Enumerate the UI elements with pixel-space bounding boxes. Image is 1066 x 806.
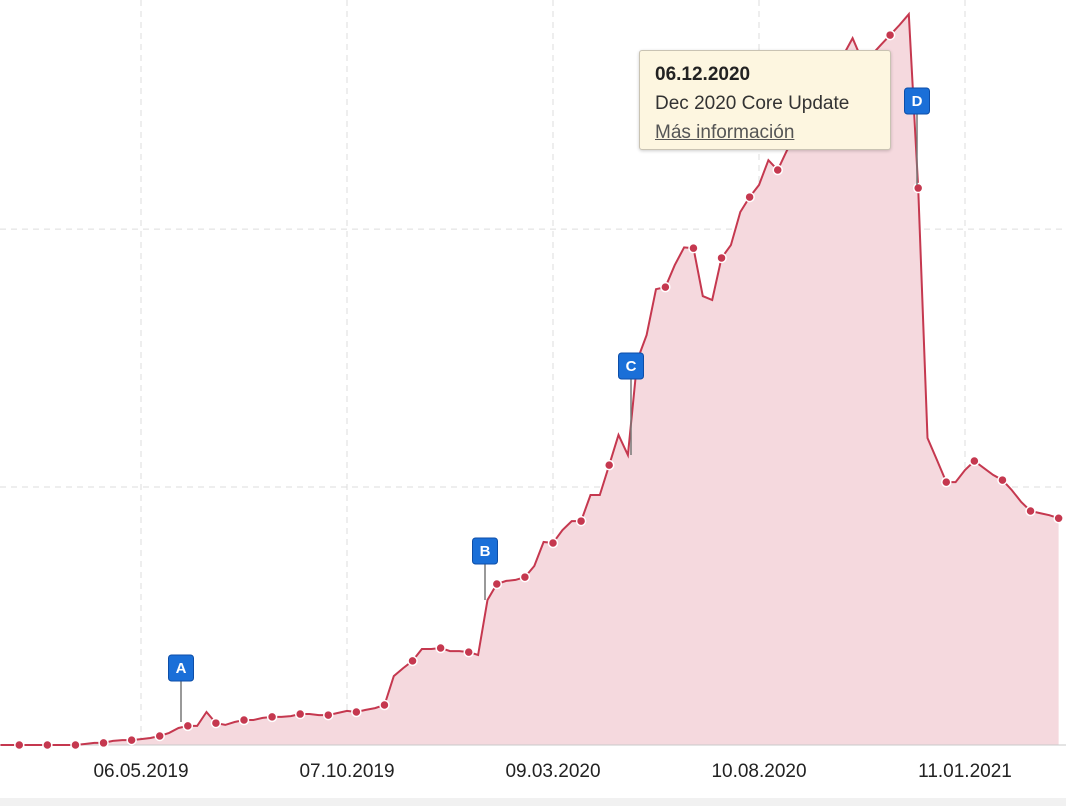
- point: [42, 739, 53, 751]
- point: [182, 720, 194, 732]
- point: [547, 537, 559, 549]
- x-tick-label: 06.05.2019: [93, 761, 188, 782]
- tooltip-date: 06.12.2020: [655, 64, 751, 85]
- event-marker[interactable]: [618, 352, 644, 380]
- point: [1053, 512, 1064, 524]
- point: [997, 474, 1008, 486]
- event-label: D: [912, 93, 923, 110]
- point: [126, 734, 137, 746]
- point: [1025, 505, 1036, 517]
- point: [407, 655, 418, 667]
- event-label: A: [176, 660, 187, 677]
- point: [435, 642, 446, 654]
- point: [744, 191, 755, 203]
- event-label: C: [626, 358, 637, 375]
- point: [70, 739, 81, 751]
- x-tick-label: 07.10.2019: [299, 761, 394, 782]
- point: [519, 571, 531, 583]
- point: [603, 459, 615, 471]
- x-tick-label: 10.08.2020: [711, 761, 806, 782]
- x-tick-label: 11.01.2021: [918, 761, 1012, 782]
- point: [210, 717, 222, 729]
- point: [14, 739, 25, 751]
- point: [912, 182, 924, 194]
- area: [0, 14, 1059, 745]
- footer-band: [0, 798, 1066, 806]
- tooltip: 06.12.2020 Dec 2020 Core Update Más info…: [639, 50, 891, 150]
- point: [716, 252, 727, 264]
- point: [941, 476, 952, 488]
- x-tick-label: 09.03.2020: [505, 761, 600, 782]
- point: [379, 699, 390, 711]
- point: [154, 730, 165, 742]
- point: [660, 281, 671, 293]
- point: [323, 709, 334, 721]
- point: [98, 737, 109, 749]
- tooltip-link[interactable]: Más información: [655, 122, 795, 143]
- point: [969, 455, 980, 467]
- event-marker[interactable]: [168, 654, 194, 682]
- point: [688, 242, 699, 254]
- event-marker[interactable]: [904, 87, 930, 115]
- point: [294, 708, 306, 720]
- tooltip-text: Dec 2020 Core Update: [655, 93, 850, 114]
- point: [238, 714, 250, 726]
- point: [266, 711, 278, 723]
- point: [772, 164, 783, 176]
- event-marker[interactable]: [472, 537, 498, 565]
- point: [463, 646, 474, 658]
- event-label: B: [480, 543, 491, 560]
- point: [491, 578, 503, 590]
- point: [884, 29, 896, 41]
- line: [0, 11, 1059, 746]
- point: [351, 706, 362, 718]
- point: [575, 515, 587, 527]
